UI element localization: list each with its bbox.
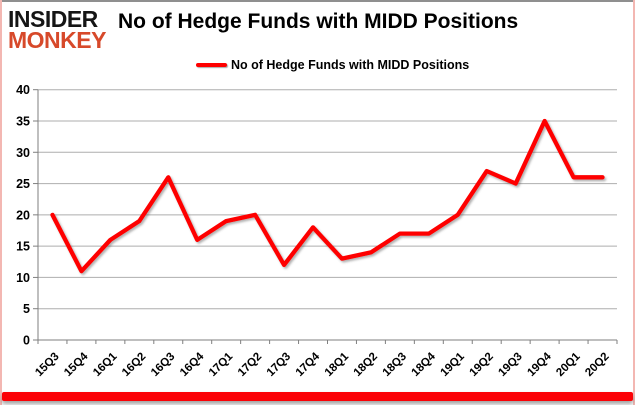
svg-text:15Q4: 15Q4 [62, 350, 91, 379]
svg-text:15Q3: 15Q3 [33, 351, 61, 379]
svg-text:16Q3: 16Q3 [149, 351, 177, 379]
svg-text:18Q1: 18Q1 [323, 350, 352, 379]
svg-text:18Q4: 18Q4 [410, 350, 439, 379]
svg-text:30: 30 [16, 146, 30, 160]
insider-monkey-logo: INSIDER MONKEY [8, 6, 106, 54]
right-border [633, 0, 635, 405]
svg-text:16Q2: 16Q2 [120, 351, 148, 379]
svg-text:17Q1: 17Q1 [207, 350, 236, 379]
svg-text:17Q2: 17Q2 [236, 351, 264, 379]
svg-text:20Q1: 20Q1 [554, 350, 583, 379]
legend-line-swatch [196, 63, 227, 67]
svg-text:18Q3: 18Q3 [381, 351, 409, 379]
logo-line2: MONKEY [8, 27, 106, 54]
axes [33, 89, 618, 344]
svg-text:17Q4: 17Q4 [294, 350, 323, 379]
svg-text:0: 0 [23, 334, 30, 348]
svg-text:19Q3: 19Q3 [496, 351, 524, 379]
legend-label: No of Hedge Funds with MIDD Positions [231, 58, 470, 72]
chart-title: No of Hedge Funds with MIDD Positions [118, 10, 519, 33]
svg-text:18Q2: 18Q2 [352, 351, 380, 379]
bottom-red-bar [2, 392, 633, 401]
legend: No of Hedge Funds with MIDD Positions [196, 58, 469, 72]
svg-text:19Q4: 19Q4 [525, 350, 554, 379]
svg-text:20Q2: 20Q2 [583, 351, 611, 379]
gridlines [38, 89, 617, 310]
svg-text:5: 5 [23, 302, 30, 316]
svg-text:15: 15 [16, 240, 30, 254]
series-line [50, 118, 605, 274]
svg-text:16Q1: 16Q1 [91, 350, 120, 379]
logo-line1: INSIDER [8, 6, 98, 32]
svg-text:20: 20 [16, 208, 30, 222]
svg-text:19Q1: 19Q1 [439, 350, 468, 379]
top-border [0, 0, 635, 2]
svg-text:40: 40 [16, 83, 30, 97]
svg-text:35: 35 [16, 114, 30, 128]
svg-text:17Q3: 17Q3 [265, 351, 293, 379]
svg-text:19Q2: 19Q2 [467, 351, 495, 379]
svg-text:16Q4: 16Q4 [178, 350, 207, 379]
left-border [0, 0, 2, 405]
svg-text:25: 25 [16, 177, 30, 191]
svg-text:10: 10 [16, 271, 30, 285]
